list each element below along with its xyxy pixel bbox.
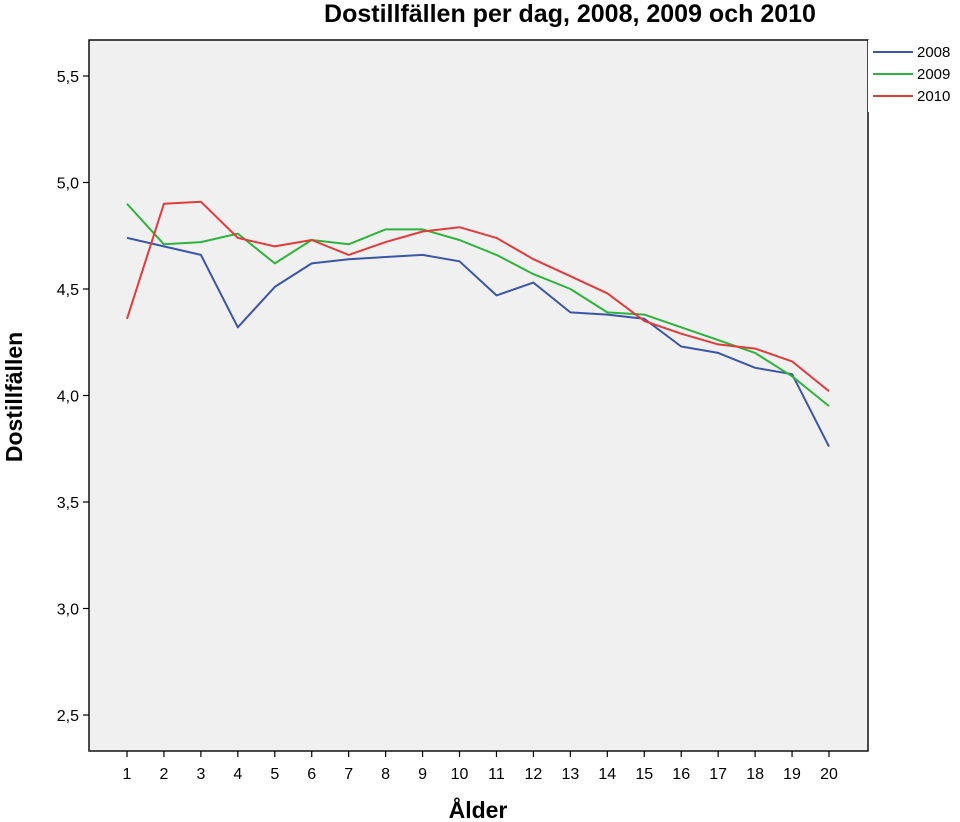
- y-tick-label: 2,5: [57, 708, 79, 725]
- y-tick-label: 4,5: [57, 282, 79, 299]
- x-tick-label: 3: [196, 766, 205, 783]
- x-tick-label: 13: [561, 766, 579, 783]
- x-tick-label: 10: [451, 766, 469, 783]
- x-tick-label: 17: [709, 766, 727, 783]
- x-tick-label: 12: [525, 766, 543, 783]
- y-tick-label: 4,0: [57, 389, 79, 406]
- x-tick-label: 1: [123, 766, 132, 783]
- legend-label-2009: 2009: [917, 66, 950, 83]
- x-axis: 1 2 3 4 5 6 7 8 9 10 11 12 13 14 15 16 17 18 19 20: [123, 751, 838, 783]
- legend-label-2008: 2008: [917, 44, 950, 61]
- y-tick-label: 5,5: [57, 69, 79, 86]
- x-tick-label: 18: [746, 766, 764, 783]
- x-tick-label: 2: [159, 766, 168, 783]
- legend: 2008 2009 2010: [868, 40, 960, 112]
- x-tick-label: 7: [344, 766, 353, 783]
- x-tick-label: 11: [488, 766, 505, 783]
- x-tick-label: 9: [418, 766, 427, 783]
- legend-label-2010: 2010: [917, 88, 950, 105]
- x-tick-label: 8: [381, 766, 390, 783]
- series-line-2010: [126, 200, 830, 392]
- x-tick-label: 14: [598, 766, 616, 783]
- x-tick-label: 16: [672, 766, 690, 783]
- plot-area: [88, 39, 869, 752]
- y-axis-label: Dostillfällen: [1, 332, 27, 462]
- x-tick-label: 6: [307, 766, 316, 783]
- chart-title: Dostillfällen per dag, 2008, 2009 och 20…: [324, 0, 816, 28]
- y-tick-label: 3,0: [57, 602, 79, 619]
- series-line-2008: [126, 236, 830, 448]
- x-tick-label: 15: [635, 766, 653, 783]
- x-tick-label: 19: [783, 766, 801, 783]
- y-tick-label: 3,5: [57, 495, 79, 512]
- y-axis: 2,5 3,0 3,5 4,0 4,5 5,0 5,5: [57, 69, 89, 725]
- series-group: [126, 200, 830, 448]
- x-tick-label: 5: [270, 766, 279, 783]
- x-axis-label: Ålder: [449, 796, 508, 822]
- x-tick-label: 4: [233, 766, 242, 783]
- x-tick-label: 20: [820, 766, 838, 783]
- y-tick-label: 5,0: [57, 176, 79, 193]
